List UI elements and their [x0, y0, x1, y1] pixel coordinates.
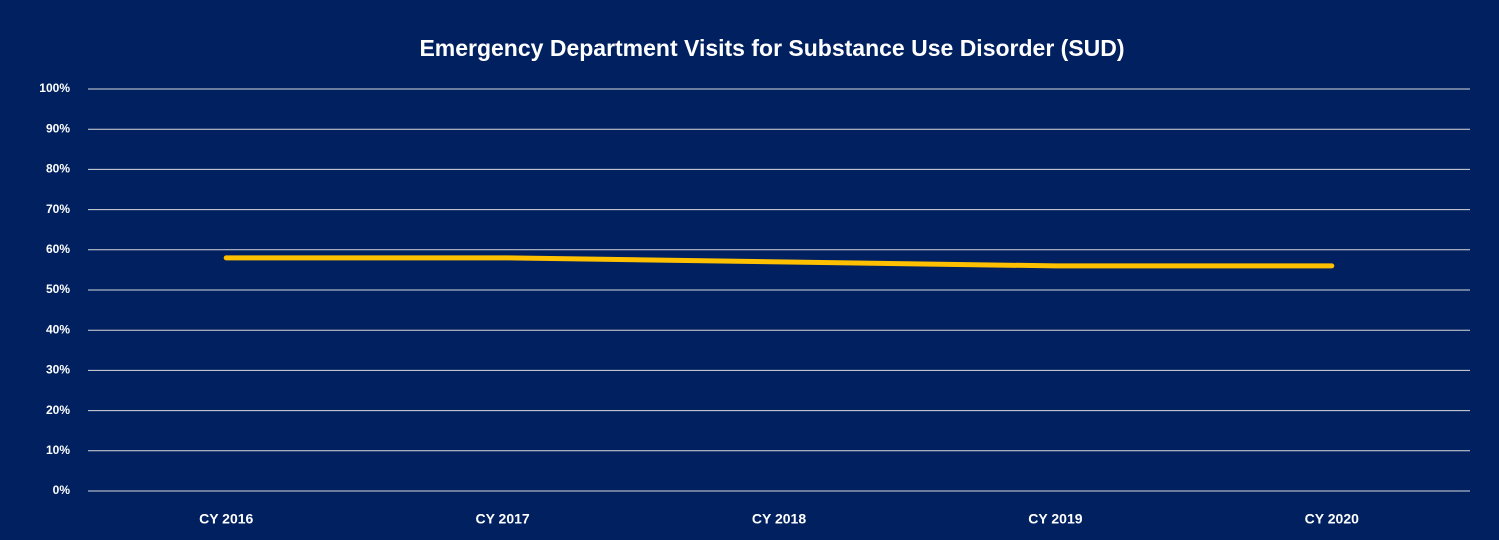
- y-tick-label: 80%: [46, 162, 70, 176]
- y-tick-label: 30%: [46, 363, 70, 377]
- y-tick-label: 20%: [46, 403, 70, 417]
- y-tick-label: 0%: [53, 483, 71, 497]
- x-tick-label: CY 2018: [752, 511, 806, 527]
- y-tick-label: 50%: [46, 282, 70, 296]
- x-tick-label: CY 2020: [1305, 511, 1359, 527]
- data-line: [223, 255, 1335, 269]
- y-tick-label: 60%: [46, 242, 70, 256]
- y-tick-label: 100%: [39, 81, 70, 95]
- x-tick-label: CY 2016: [199, 511, 253, 527]
- x-tick-label: CY 2019: [1028, 511, 1082, 527]
- chart-title: Emergency Department Visits for Substanc…: [419, 35, 1124, 61]
- y-tick-label: 10%: [46, 443, 70, 457]
- y-tick-label: 90%: [46, 121, 70, 135]
- y-tick-label: 40%: [46, 322, 70, 336]
- y-tick-label: 70%: [46, 202, 70, 216]
- x-tick-label: CY 2017: [475, 511, 529, 527]
